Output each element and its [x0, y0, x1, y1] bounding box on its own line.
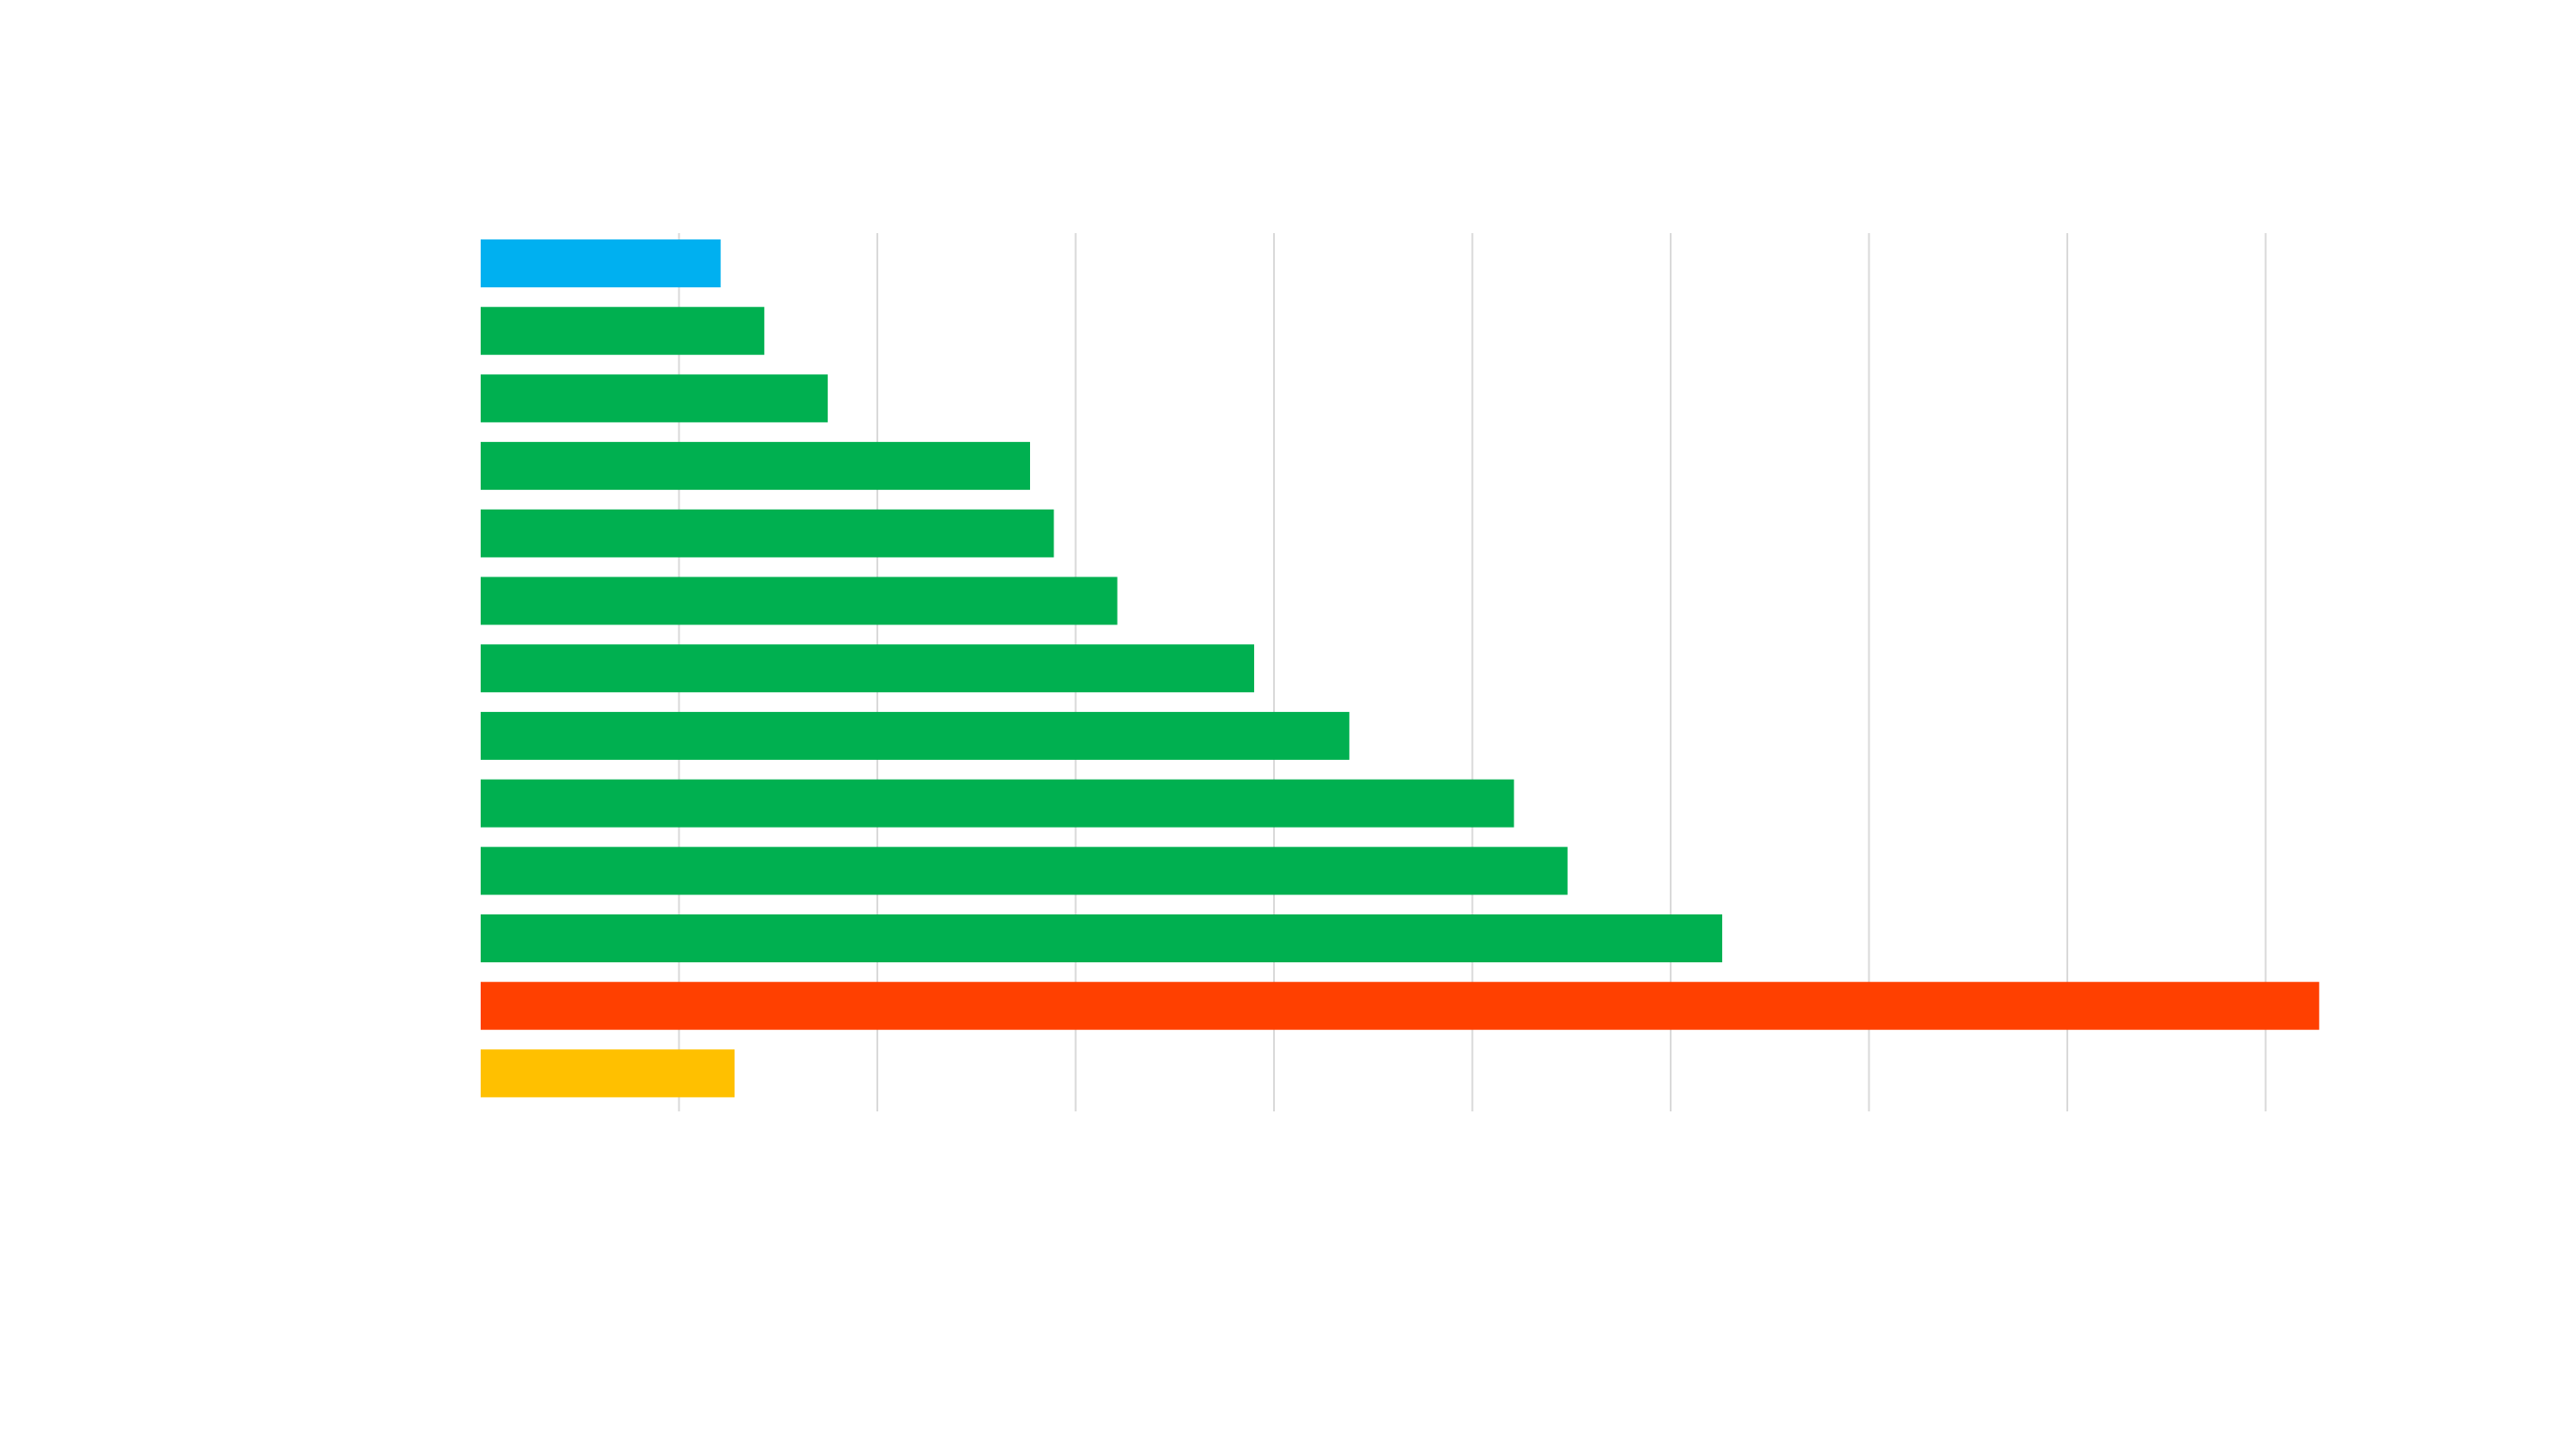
bar-1 [481, 239, 721, 287]
gridlines [678, 233, 2267, 1111]
bar-4 [481, 442, 1031, 491]
bar-13 [481, 1049, 735, 1098]
bars [481, 239, 2319, 1098]
bar-7 [481, 644, 1255, 693]
bar-9 [481, 779, 1514, 828]
bar-8 [481, 711, 1350, 760]
bar-12 [481, 981, 2319, 1030]
bar-10 [481, 847, 1568, 895]
bar-5 [481, 509, 1054, 558]
bar-2 [481, 306, 764, 355]
bar-11 [481, 914, 1723, 962]
bar-3 [481, 374, 829, 423]
bar-6 [481, 576, 1118, 625]
